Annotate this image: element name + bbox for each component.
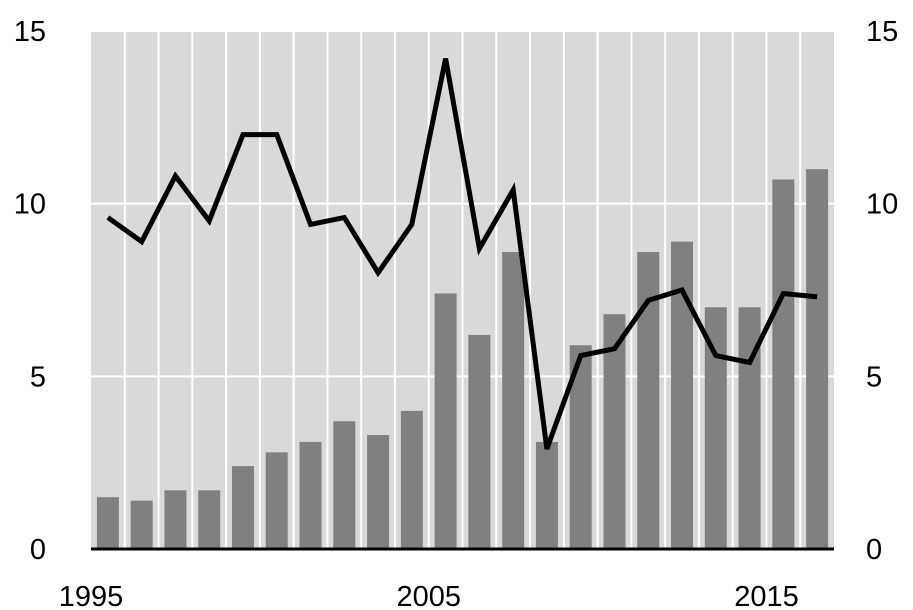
x-tick-label: 1995 — [59, 581, 124, 610]
bar — [96, 497, 119, 549]
bar — [231, 466, 254, 549]
bar — [164, 490, 187, 549]
bar — [299, 441, 322, 549]
bar — [535, 441, 558, 549]
y-right-tick-label: 5 — [866, 361, 882, 393]
y-left-tick-label: 10 — [14, 189, 46, 221]
bar-series — [96, 169, 829, 550]
bar — [130, 500, 153, 549]
y-right-tick-label: 15 — [866, 16, 898, 48]
y-left-tick-label: 15 — [14, 16, 46, 48]
x-tick-label: 2005 — [396, 581, 461, 610]
bar — [704, 307, 727, 549]
bar — [198, 490, 221, 549]
bar — [772, 179, 795, 549]
bar — [603, 314, 626, 549]
y-right-tick-label: 0 — [866, 534, 882, 566]
y-left-tick-label: 0 — [30, 534, 46, 566]
bar — [265, 452, 288, 549]
bar — [333, 421, 356, 549]
bar — [569, 345, 592, 549]
right-axis: 0 5 10 15 — [866, 16, 898, 566]
bar — [738, 307, 761, 549]
y-right-tick-label: 10 — [866, 189, 898, 221]
bar — [434, 293, 457, 549]
left-axis: 0 5 10 15 — [14, 16, 46, 566]
line-series — [106, 58, 818, 450]
bar — [637, 252, 660, 549]
bar — [502, 252, 525, 549]
x-tick-label: 2015 — [734, 581, 799, 610]
bar — [400, 410, 423, 549]
bar — [806, 169, 829, 549]
line-series-path — [106, 58, 818, 450]
gridlines — [91, 30, 834, 549]
bar — [671, 241, 694, 550]
bar — [367, 435, 390, 549]
y-left-tick-label: 5 — [30, 361, 46, 393]
bar — [468, 334, 491, 549]
x-axis: 1995 2005 2015 — [59, 547, 834, 610]
